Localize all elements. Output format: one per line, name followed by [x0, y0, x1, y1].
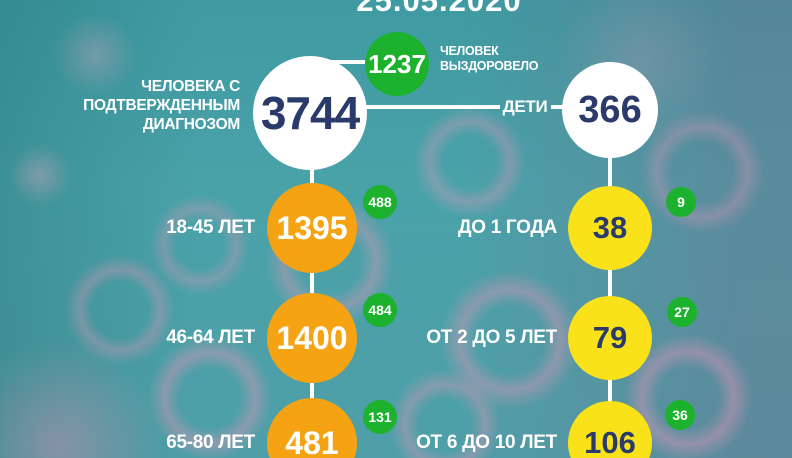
- child-row-recovered-value: 36: [672, 407, 688, 423]
- date-partial: 25.05.2020: [356, 0, 522, 18]
- adult-row-circle: 1400: [267, 293, 357, 383]
- confirmed-total-value: 3744: [260, 87, 360, 139]
- adult-row-recovered-value: 488: [368, 194, 392, 210]
- connector-left-column-line: [310, 110, 314, 458]
- adult-row-value: 1400: [276, 319, 348, 356]
- adult-row-recovered-value: 484: [368, 302, 392, 318]
- children-total-label: ДЕТИ: [502, 97, 548, 116]
- connector-right-column-line: [608, 110, 612, 458]
- connector-children-line-right: [551, 105, 567, 109]
- adult-row-label: 18-45 ЛЕТ: [166, 217, 255, 238]
- connector-recovered-line: [318, 60, 374, 64]
- adult-row-circle: 1395: [267, 183, 357, 273]
- adult-row-recovered-badge: 484: [363, 293, 397, 327]
- child-row-label: ОТ 6 ДО 10 ЛЕТ: [416, 432, 557, 453]
- child-row-circle: 79: [568, 296, 652, 380]
- child-row-recovered-badge: 9: [666, 187, 696, 217]
- child-row-recovered-badge: 27: [667, 297, 697, 327]
- child-row-recovered-value: 27: [674, 304, 690, 320]
- confirmed-total-circle: 3744: [253, 56, 367, 170]
- adult-row-recovered-badge: 488: [363, 185, 397, 219]
- child-row-value: 79: [592, 320, 628, 355]
- adult-row-label: 65-80 ЛЕТ: [166, 432, 255, 453]
- children-total-value: 366: [578, 88, 642, 131]
- child-row-label: ОТ 2 ДО 5 ЛЕТ: [426, 327, 557, 348]
- child-row-label: ДО 1 ГОДА: [457, 217, 557, 238]
- connector-children-line-left: [362, 105, 500, 109]
- adult-row-label: 46-64 ЛЕТ: [166, 327, 255, 348]
- adult-row-recovered-badge: 131: [363, 400, 397, 434]
- child-row-circle: 38: [568, 186, 652, 270]
- adult-row-value: 481: [285, 424, 339, 458]
- confirmed-total-label: ЧЕЛОВЕКА С ПОДТВЕРЖДЕННЫМ ДИАГНОЗОМ: [83, 78, 240, 133]
- recovered-total-circle: 1237: [365, 32, 429, 96]
- child-row-value: 38: [592, 210, 628, 245]
- adult-row-value: 1395: [276, 209, 348, 246]
- child-row-recovered-badge: 36: [665, 400, 695, 430]
- child-row-recovered-value: 9: [677, 194, 685, 210]
- child-row-value: 106: [584, 425, 636, 458]
- children-total-circle: 366: [562, 62, 658, 158]
- recovered-total-value: 1237: [368, 48, 426, 79]
- child-row-circle: 106: [568, 401, 652, 458]
- recovered-total-label: ЧЕЛОВЕК ВЫЗДОРОВЕЛО: [440, 44, 539, 73]
- adult-row-recovered-value: 131: [368, 409, 392, 425]
- adult-row-circle: 481: [267, 398, 357, 458]
